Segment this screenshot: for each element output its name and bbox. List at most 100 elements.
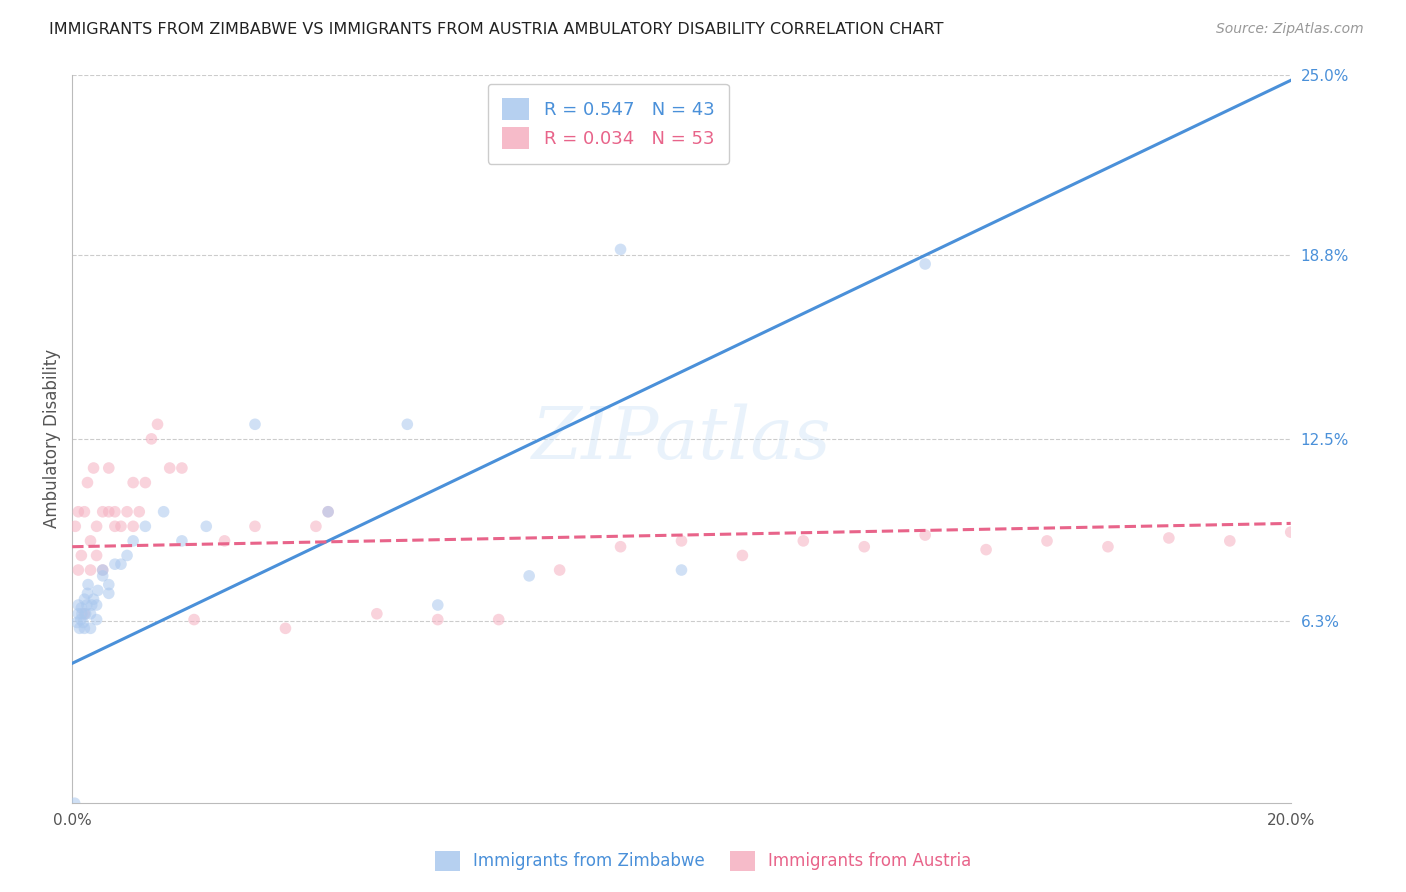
Point bbox=[159, 461, 181, 475]
Point bbox=[91, 505, 114, 519]
Point bbox=[73, 505, 96, 519]
Point bbox=[195, 519, 218, 533]
Point bbox=[1036, 533, 1059, 548]
Point bbox=[128, 505, 150, 519]
Point bbox=[914, 257, 936, 271]
Point bbox=[76, 475, 98, 490]
Point bbox=[170, 461, 193, 475]
Point bbox=[70, 601, 93, 615]
Legend: Immigrants from Zimbabwe, Immigrants from Austria: Immigrants from Zimbabwe, Immigrants fro… bbox=[426, 842, 980, 880]
Point bbox=[97, 586, 120, 600]
Point bbox=[366, 607, 388, 621]
Point bbox=[1402, 531, 1406, 545]
Point bbox=[853, 540, 876, 554]
Point bbox=[609, 243, 631, 257]
Point bbox=[548, 563, 571, 577]
Point bbox=[609, 540, 631, 554]
Point bbox=[73, 592, 96, 607]
Point bbox=[1279, 525, 1302, 540]
Point bbox=[79, 607, 101, 621]
Point bbox=[75, 607, 97, 621]
Text: ZIPatlas: ZIPatlas bbox=[531, 403, 831, 475]
Point bbox=[80, 598, 103, 612]
Point bbox=[73, 607, 96, 621]
Point bbox=[426, 598, 449, 612]
Point bbox=[72, 615, 94, 630]
Point bbox=[122, 519, 145, 533]
Point bbox=[110, 519, 132, 533]
Y-axis label: Ambulatory Disability: Ambulatory Disability bbox=[44, 350, 60, 528]
Point bbox=[83, 461, 105, 475]
Point bbox=[69, 621, 91, 635]
Point bbox=[70, 549, 93, 563]
Point bbox=[274, 621, 297, 635]
Point bbox=[65, 519, 87, 533]
Point bbox=[1005, 9, 1028, 23]
Point bbox=[67, 563, 90, 577]
Point bbox=[79, 621, 101, 635]
Point bbox=[86, 519, 108, 533]
Point bbox=[141, 432, 163, 446]
Point bbox=[122, 475, 145, 490]
Point bbox=[104, 505, 127, 519]
Point bbox=[67, 607, 90, 621]
Point bbox=[87, 583, 110, 598]
Point bbox=[316, 505, 339, 519]
Point bbox=[110, 558, 132, 572]
Text: IMMIGRANTS FROM ZIMBABWE VS IMMIGRANTS FROM AUSTRIA AMBULATORY DISABILITY CORREL: IMMIGRANTS FROM ZIMBABWE VS IMMIGRANTS F… bbox=[49, 22, 943, 37]
Point bbox=[122, 533, 145, 548]
Point bbox=[86, 549, 108, 563]
Point bbox=[86, 598, 108, 612]
Point bbox=[731, 549, 754, 563]
Point bbox=[97, 577, 120, 591]
Point bbox=[86, 613, 108, 627]
Point bbox=[69, 613, 91, 627]
Point bbox=[83, 592, 105, 607]
Point bbox=[914, 528, 936, 542]
Point bbox=[91, 563, 114, 577]
Point bbox=[73, 621, 96, 635]
Point bbox=[104, 519, 127, 533]
Point bbox=[183, 613, 205, 627]
Point bbox=[146, 417, 169, 432]
Point bbox=[76, 598, 98, 612]
Point bbox=[134, 519, 156, 533]
Point bbox=[488, 613, 510, 627]
Point bbox=[1157, 531, 1180, 545]
Point bbox=[91, 563, 114, 577]
Point bbox=[305, 519, 328, 533]
Point bbox=[316, 505, 339, 519]
Point bbox=[79, 563, 101, 577]
Point bbox=[67, 505, 90, 519]
Point bbox=[104, 558, 127, 572]
Legend: R = 0.547   N = 43, R = 0.034   N = 53: R = 0.547 N = 43, R = 0.034 N = 53 bbox=[488, 84, 728, 164]
Point bbox=[76, 586, 98, 600]
Point bbox=[70, 607, 93, 621]
Point bbox=[1340, 537, 1362, 551]
Point bbox=[97, 461, 120, 475]
Point bbox=[1097, 540, 1119, 554]
Point bbox=[97, 505, 120, 519]
Point bbox=[152, 505, 174, 519]
Point bbox=[91, 569, 114, 583]
Point bbox=[170, 533, 193, 548]
Point bbox=[671, 533, 693, 548]
Point bbox=[396, 417, 419, 432]
Point bbox=[63, 796, 86, 810]
Point bbox=[243, 519, 266, 533]
Point bbox=[517, 569, 540, 583]
Point bbox=[1219, 533, 1241, 548]
Point bbox=[243, 417, 266, 432]
Text: Source: ZipAtlas.com: Source: ZipAtlas.com bbox=[1216, 22, 1364, 37]
Point bbox=[974, 542, 997, 557]
Point bbox=[671, 563, 693, 577]
Point bbox=[115, 549, 138, 563]
Point bbox=[214, 533, 236, 548]
Point bbox=[792, 533, 814, 548]
Point bbox=[67, 598, 90, 612]
Point bbox=[77, 577, 100, 591]
Point bbox=[79, 533, 101, 548]
Point bbox=[115, 505, 138, 519]
Point bbox=[134, 475, 156, 490]
Point bbox=[426, 613, 449, 627]
